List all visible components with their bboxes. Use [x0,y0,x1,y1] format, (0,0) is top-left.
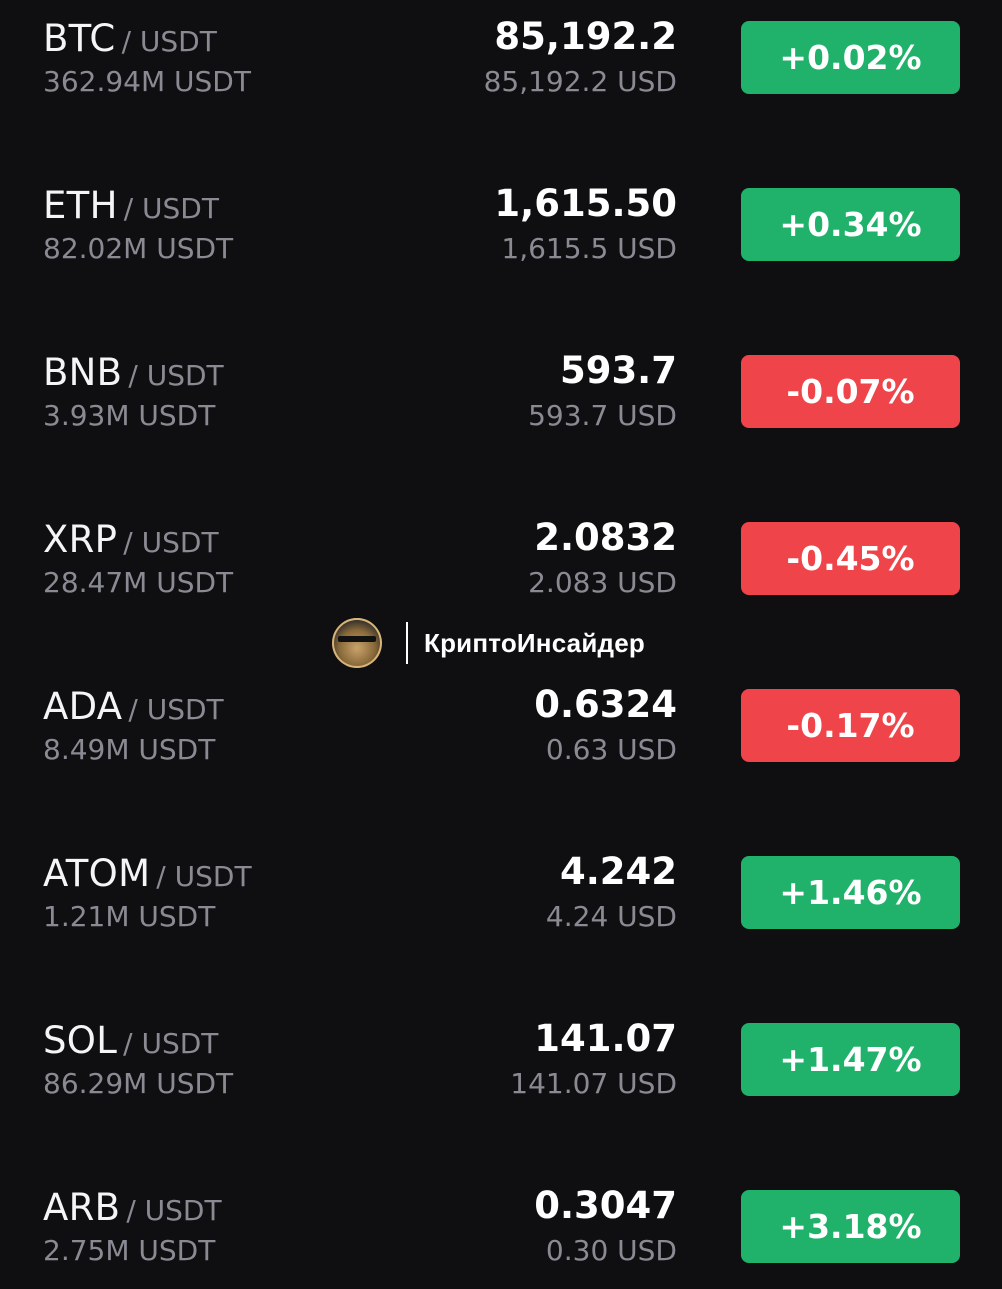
price-usd: 593.7 USD [528,399,677,432]
volume-24h: 362.94M USDT [43,65,251,98]
last-price: 0.3047 [534,1184,677,1227]
last-price: 593.7 [559,349,677,392]
change-badge[interactable]: +3.18% [741,1190,960,1263]
volume-24h: 1.21M USDT [43,900,216,933]
market-row-bnb[interactable]: BNB / USDT 3.93M USDT 593.7 593.7 USD -0.… [0,334,1002,454]
quote-symbol: / USDT [123,1027,219,1060]
last-price: 85,192.2 [494,15,677,58]
change-badge[interactable]: +0.02% [741,21,960,94]
quote-symbol: / USDT [121,25,217,58]
price-usd: 85,192.2 USD [483,65,677,98]
base-symbol: BTC [43,17,116,60]
pair-label: ATOM / USDT [43,849,252,906]
base-symbol: SOL [43,1019,118,1062]
volume-24h: 3.93M USDT [43,399,216,432]
pair-label: BTC / USDT [43,14,217,71]
base-symbol: ADA [43,685,123,728]
pair-label: XRP / USDT [43,515,219,572]
market-row-xrp[interactable]: XRP / USDT 28.47M USDT 2.0832 2.083 USD -… [0,501,1002,621]
change-badge[interactable]: -0.17% [741,689,960,762]
market-row-eth[interactable]: ETH / USDT 82.02M USDT 1,615.50 1,615.5 U… [0,167,1002,287]
pair-label: ETH / USDT [43,181,219,238]
pair-label: ARB / USDT [43,1183,222,1240]
base-symbol: ETH [43,184,118,227]
quote-symbol: / USDT [156,860,252,893]
change-badge[interactable]: +0.34% [741,188,960,261]
base-symbol: XRP [43,518,118,561]
pair-label: SOL / USDT [43,1016,218,1073]
base-symbol: BNB [43,351,123,394]
change-badge[interactable]: -0.45% [741,522,960,595]
volume-24h: 86.29M USDT [43,1067,234,1100]
price-usd: 141.07 USD [510,1067,677,1100]
price-usd: 0.63 USD [545,733,677,766]
pair-label: BNB / USDT [43,348,224,405]
market-row-atom[interactable]: ATOM / USDT 1.21M USDT 4.242 4.24 USD +1.… [0,835,1002,955]
last-price: 0.6324 [534,683,677,726]
last-price: 1,615.50 [494,182,677,225]
price-usd: 1,615.5 USD [501,232,677,265]
last-price: 2.0832 [534,516,677,559]
quote-symbol: / USDT [123,526,219,559]
change-badge[interactable]: +1.47% [741,1023,960,1096]
portrait-avatar-icon [332,618,382,668]
channel-watermark: КриптоИнсайдер [332,617,645,669]
market-row-btc[interactable]: BTC / USDT 362.94M USDT 85,192.2 85,192.2… [0,0,1002,120]
quote-symbol: / USDT [126,1194,222,1227]
quote-symbol: / USDT [123,192,219,225]
volume-24h: 82.02M USDT [43,232,234,265]
price-usd: 2.083 USD [528,566,677,599]
change-badge[interactable]: +1.46% [741,856,960,929]
volume-24h: 28.47M USDT [43,566,234,599]
change-badge[interactable]: -0.07% [741,355,960,428]
price-usd: 4.24 USD [545,900,677,933]
base-symbol: ATOM [43,852,151,895]
watermark-divider [406,622,408,664]
volume-24h: 8.49M USDT [43,733,216,766]
market-row-arb[interactable]: ARB / USDT 2.75M USDT 0.3047 0.30 USD +3.… [0,1169,1002,1289]
last-price: 141.07 [534,1017,677,1060]
channel-name: КриптоИнсайдер [424,627,645,658]
base-symbol: ARB [43,1186,121,1229]
pair-label: ADA / USDT [43,682,224,739]
last-price: 4.242 [559,850,677,893]
avatar-eye-band [338,636,376,642]
quote-symbol: / USDT [128,359,224,392]
quote-symbol: / USDT [128,693,224,726]
volume-24h: 2.75M USDT [43,1234,216,1267]
market-row-ada[interactable]: ADA / USDT 8.49M USDT 0.6324 0.63 USD -0.… [0,668,1002,788]
market-row-sol[interactable]: SOL / USDT 86.29M USDT 141.07 141.07 USD … [0,1002,1002,1122]
price-usd: 0.30 USD [545,1234,677,1267]
